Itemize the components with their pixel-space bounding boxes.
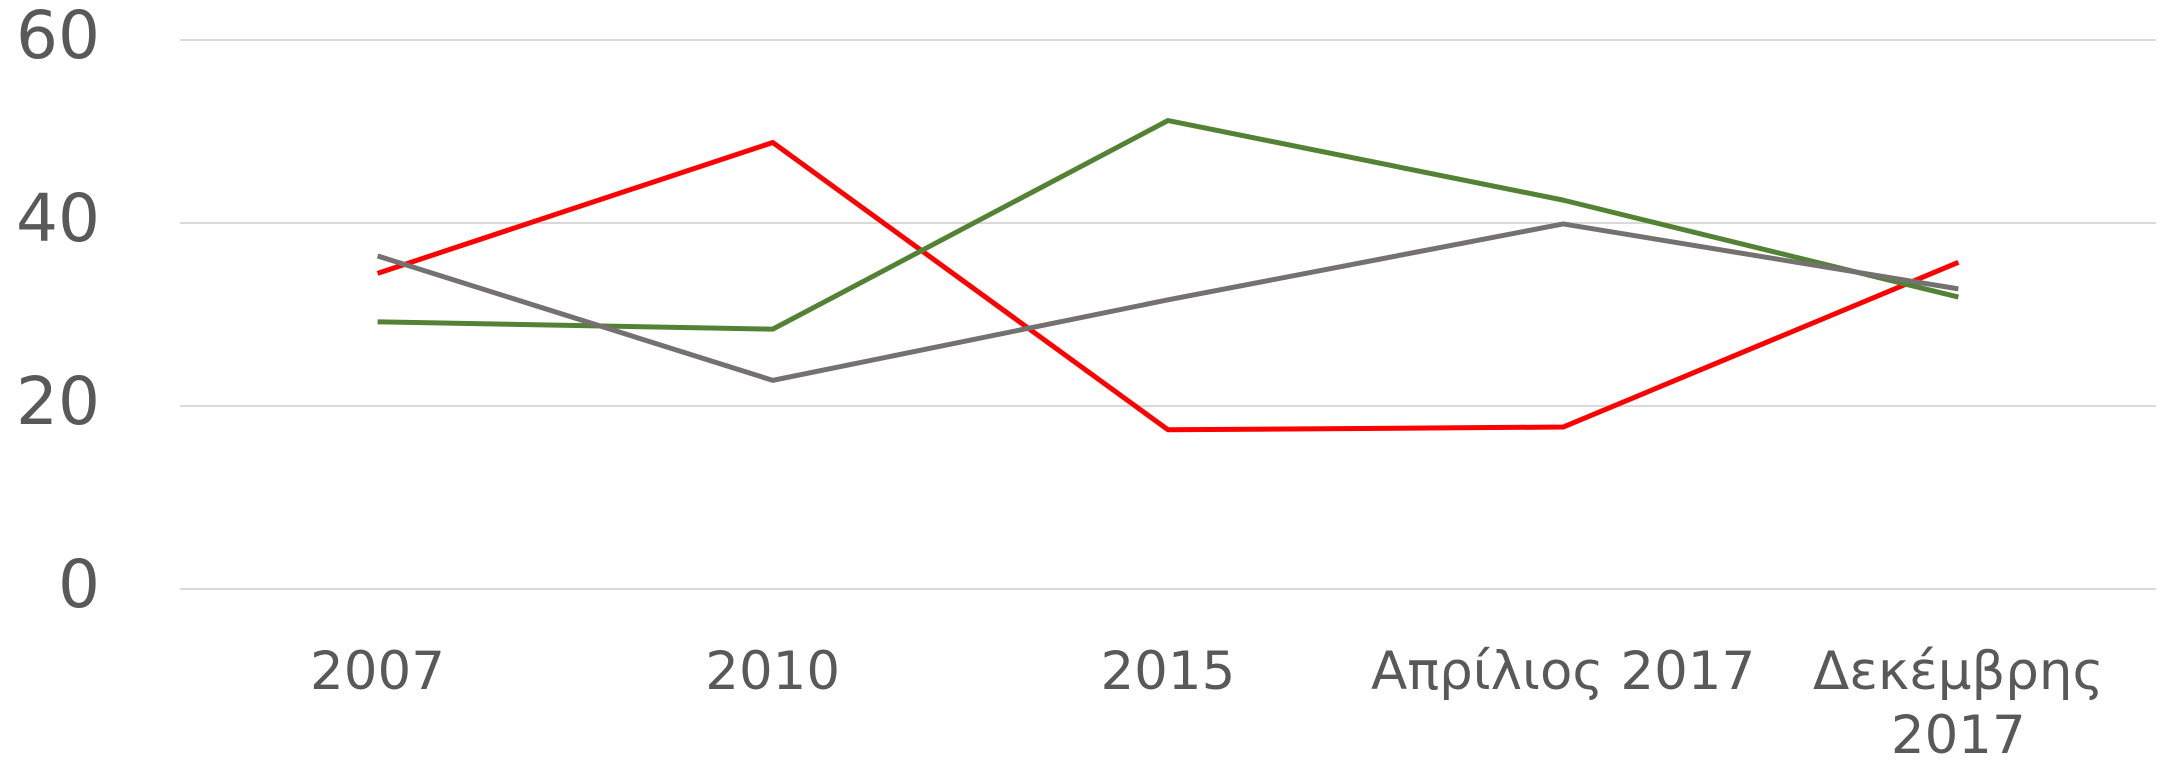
line <box>376 139 1960 433</box>
y-tick-label: 60 <box>16 0 100 74</box>
x-tick-label: 2007 <box>310 641 445 702</box>
x-tick-label: Δεκέμβρης 2017 <box>1812 641 2104 766</box>
x-tick-label: Απρίλιος 2017 <box>1370 641 1756 702</box>
x-tick-label: 2010 <box>705 641 841 702</box>
y-tick-label: 0 <box>58 546 100 623</box>
y-tick-label: 40 <box>16 180 100 257</box>
y-tick-label: 20 <box>16 363 100 440</box>
line <box>376 221 1959 383</box>
x-tick-label: 2015 <box>1100 641 1236 702</box>
line <box>377 118 1959 332</box>
